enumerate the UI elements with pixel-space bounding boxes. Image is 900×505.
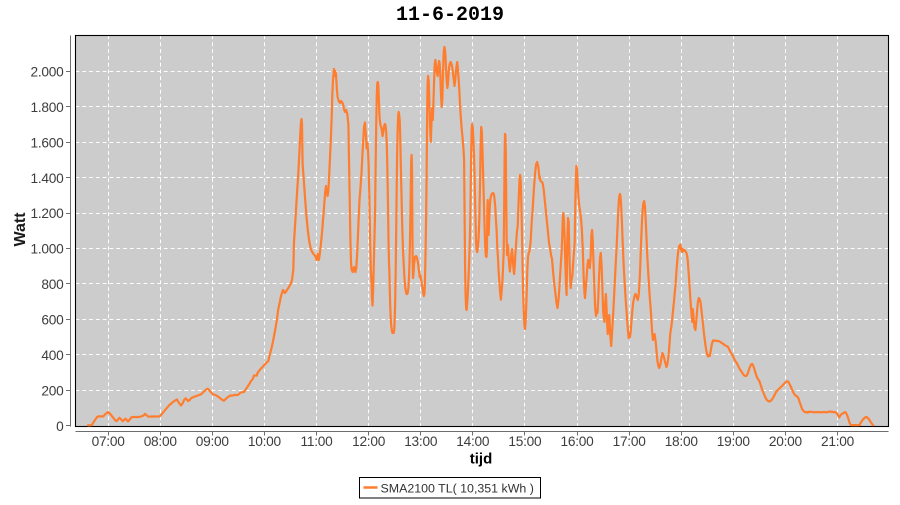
svg-text:11-6-2019: 11-6-2019 xyxy=(396,4,504,27)
svg-text:21:00: 21:00 xyxy=(821,434,855,449)
svg-text:800: 800 xyxy=(41,277,64,292)
svg-text:0: 0 xyxy=(56,419,64,434)
svg-text:18:00: 18:00 xyxy=(665,434,699,449)
svg-text:07:00: 07:00 xyxy=(92,434,126,449)
svg-text:20:00: 20:00 xyxy=(769,434,803,449)
svg-text:400: 400 xyxy=(41,348,64,363)
svg-text:10:00: 10:00 xyxy=(248,434,282,449)
svg-text:19:00: 19:00 xyxy=(717,434,751,449)
svg-text:SMA2100 TL( 10,351 kWh ): SMA2100 TL( 10,351 kWh ) xyxy=(381,482,534,496)
svg-text:11:00: 11:00 xyxy=(301,434,334,449)
svg-text:2.000: 2.000 xyxy=(30,64,64,79)
svg-text:13:00: 13:00 xyxy=(404,434,438,449)
svg-text:15:00: 15:00 xyxy=(508,434,542,449)
svg-text:Watt: Watt xyxy=(12,212,29,247)
svg-text:1.800: 1.800 xyxy=(30,100,64,115)
svg-text:17:00: 17:00 xyxy=(613,434,647,449)
svg-text:1.200: 1.200 xyxy=(30,206,64,221)
svg-text:12:00: 12:00 xyxy=(352,434,386,449)
svg-text:1.400: 1.400 xyxy=(30,171,64,186)
svg-text:08:00: 08:00 xyxy=(144,434,178,449)
svg-text:200: 200 xyxy=(41,383,64,398)
svg-text:14:00: 14:00 xyxy=(456,434,490,449)
svg-text:tijd: tijd xyxy=(470,451,493,468)
svg-text:09:00: 09:00 xyxy=(196,434,230,449)
svg-text:600: 600 xyxy=(41,313,64,328)
svg-text:16:00: 16:00 xyxy=(560,434,594,449)
svg-text:1.600: 1.600 xyxy=(30,135,64,150)
svg-text:1.000: 1.000 xyxy=(30,242,64,257)
